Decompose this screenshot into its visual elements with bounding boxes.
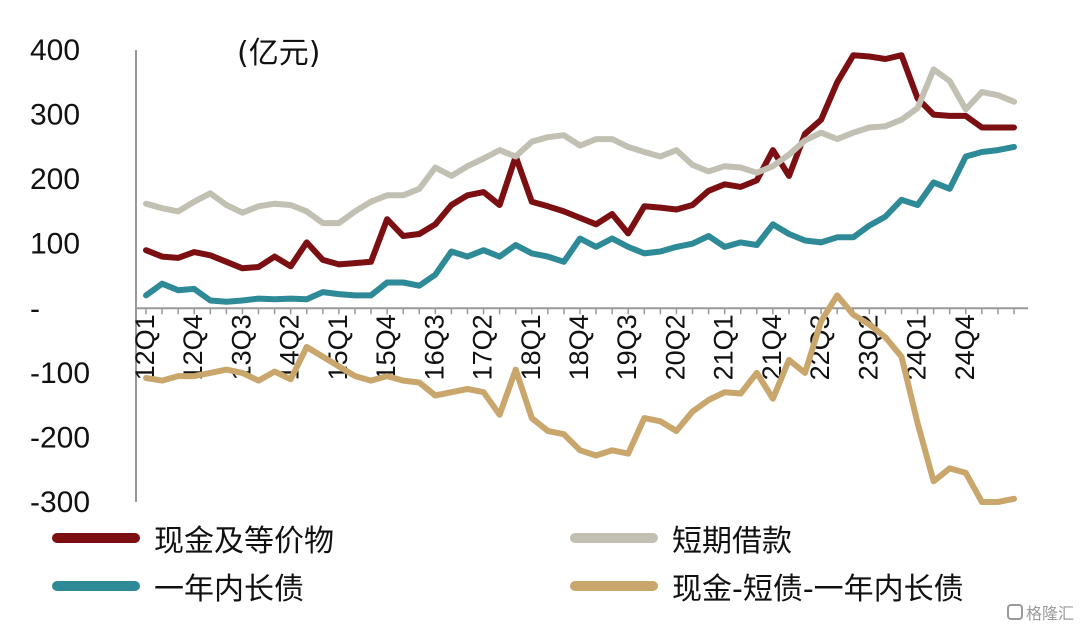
y-tick-label: 100 <box>30 228 80 261</box>
legend-swatch-net-cash <box>570 581 658 591</box>
legend-label-short-loan: 短期借款 <box>672 524 792 559</box>
series-layer <box>143 52 1017 505</box>
x-tick-label: 14Q2 <box>275 314 305 380</box>
y-tick-label: -100 <box>30 357 90 390</box>
x-tick-label: 19Q3 <box>612 314 642 380</box>
unit-label: (亿元) <box>237 36 320 71</box>
x-tick-label: 17Q2 <box>468 314 498 380</box>
series-line-short-loan <box>143 66 1017 227</box>
legend-label-net-cash: 现金-短债-一年内长债 <box>672 572 964 607</box>
x-tick-label: 18Q1 <box>516 314 546 380</box>
legend-item-long-debt: 一年内长债 <box>52 564 304 608</box>
legend-item-net-cash: 现金-短债-一年内长债 <box>570 564 964 608</box>
y-tick-label: - <box>30 292 40 325</box>
x-tick-label: 16Q3 <box>419 314 449 380</box>
x-tick-label: 12Q4 <box>178 314 208 380</box>
x-tick-label: 24Q4 <box>950 314 980 380</box>
x-tick-label: 20Q2 <box>660 314 690 380</box>
y-tick-label: 400 <box>30 34 80 67</box>
series-line-net-cash <box>143 292 1017 505</box>
y-tick-label: -300 <box>30 486 90 519</box>
x-tick-label: 15Q4 <box>371 314 401 380</box>
legend-swatch-short-loan <box>570 533 658 543</box>
x-tick-label: 12Q1 <box>130 314 160 380</box>
x-tick-label: 18Q4 <box>564 314 594 380</box>
watermark-icon <box>1006 604 1023 620</box>
series-line-long-debt <box>143 143 1017 305</box>
legend-swatch-long-debt <box>52 581 140 591</box>
series-line-cash <box>143 52 1017 272</box>
watermark-logo: 格隆汇 <box>1006 600 1074 624</box>
y-axis: 400 300 200 100 - -100 -200 -300 <box>30 34 137 519</box>
watermark-text: 格隆汇 <box>1025 604 1074 623</box>
y-tick-label: 300 <box>30 99 80 132</box>
legend-item-short-loan: 短期借款 <box>570 516 792 560</box>
legend-label-long-debt: 一年内长债 <box>154 572 304 607</box>
legend-label-cash: 现金及等价物 <box>154 524 334 559</box>
x-tick-label: 21Q1 <box>709 314 739 380</box>
y-tick-label: -200 <box>30 421 90 454</box>
legend-item-cash: 现金及等价物 <box>52 516 334 560</box>
y-tick-label: 200 <box>30 163 80 196</box>
legend-swatch-cash <box>52 533 140 543</box>
